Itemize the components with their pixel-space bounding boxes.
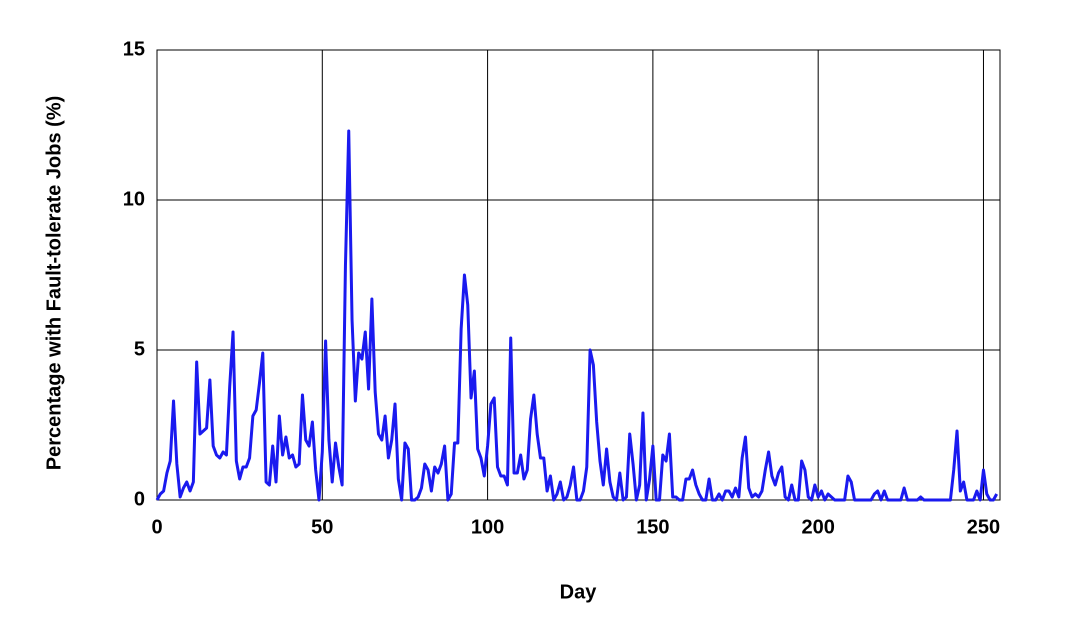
x-tick-label: 200 <box>801 516 834 538</box>
x-tick-label: 150 <box>636 516 669 538</box>
x-tick-label: 50 <box>311 516 333 538</box>
y-tick-label: 5 <box>134 338 145 360</box>
plot-frame <box>156 49 1001 501</box>
x-tick-label: 250 <box>967 516 1000 538</box>
y-tick-label: 10 <box>123 188 145 210</box>
y-axis-label: Percentage with Fault-tolerate Jobs (%) <box>43 96 65 471</box>
x-axis-label: Day <box>560 581 598 603</box>
data-line <box>155 129 999 502</box>
y-tick-label: 0 <box>134 488 145 510</box>
x-tick-label: 100 <box>471 516 504 538</box>
y-tick-label: 15 <box>123 38 145 60</box>
x-tick-label: 0 <box>151 516 162 538</box>
